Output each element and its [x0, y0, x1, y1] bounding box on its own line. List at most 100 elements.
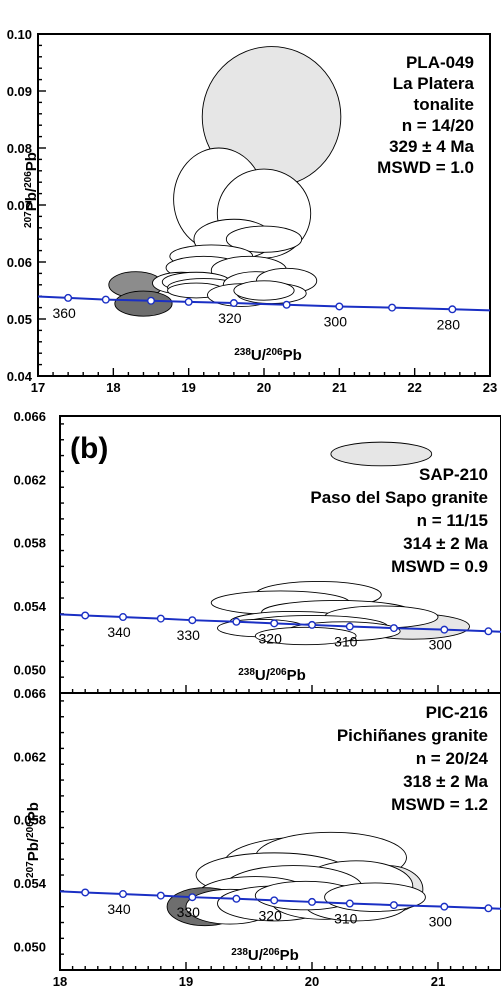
- concordia-age-label: 310: [334, 634, 358, 650]
- concordia-age-marker: [81, 888, 90, 897]
- y-tick-label: 0.08: [7, 141, 32, 156]
- x-axis-title: 238U/206Pb: [234, 347, 302, 365]
- x-tick-label: 20: [257, 380, 271, 395]
- concordia-age-marker: [270, 619, 279, 628]
- concordia-age-marker: [101, 295, 110, 304]
- y-tick-label: 0.062: [13, 749, 46, 764]
- x-tick-label: 19: [179, 974, 193, 989]
- panel-b: 0.066 0.062 0.058 0.054 0.050 340 330 320 310 300…: [13, 409, 501, 694]
- error-ellipse: [254, 626, 357, 646]
- concordia-age-label: 320: [218, 310, 242, 326]
- plot-frame: [59, 692, 501, 971]
- concordia-age-marker: [229, 299, 238, 308]
- x-tick-label: 23: [483, 380, 497, 395]
- sample-annotation-line: La Platera: [393, 74, 475, 93]
- error-ellipse: [233, 280, 295, 301]
- sample-annotation-line: SAP-210: [419, 465, 488, 484]
- sample-annotation-line: Paso del Sapo granite: [310, 488, 488, 507]
- y-tick-label: 0.06: [7, 255, 32, 270]
- y-tick-label: 0.058: [13, 536, 46, 551]
- panel-c: 0.066 0.062 0.058 0.054 0.050 18 19 20 21 340 330 3…: [13, 686, 501, 989]
- sample-annotation-line: MSWD = 1.0: [377, 158, 474, 177]
- concordia-age-marker: [156, 614, 165, 623]
- concordia-age-marker: [345, 622, 354, 631]
- x-axis-title: 238U/206Pb: [231, 947, 299, 965]
- x-tick-label: 17: [31, 380, 45, 395]
- concordia-age-marker: [156, 891, 165, 900]
- x-tick-label: 21: [431, 974, 445, 989]
- concordia-age-marker: [389, 901, 398, 910]
- error-ellipse: [324, 882, 426, 912]
- concordia-age-label: 300: [324, 313, 348, 329]
- panel-letter: (b): [70, 432, 108, 465]
- y-tick-label: 0.054: [13, 876, 46, 891]
- y-tick-label: 0.050: [13, 939, 46, 954]
- y-tick-label: 0.10: [7, 27, 32, 42]
- error-ellipse: [225, 225, 303, 253]
- panel-top: 0.04 0.05 0.06 0.07 0.08 0.09 0.10 17 18 19 20 21 22…: [7, 27, 498, 395]
- concordia-age-marker: [308, 620, 317, 629]
- concordia-age-marker: [282, 300, 291, 309]
- x-tick-label: 20: [305, 974, 319, 989]
- sample-annotation-line: 314 ± 2 Ma: [403, 534, 488, 553]
- y-tick-label: 0.050: [13, 662, 46, 677]
- y-axis-title: 207Pb/206Pb: [23, 152, 41, 228]
- concordia-age-marker: [188, 616, 197, 625]
- x-tick-label: 21: [332, 380, 346, 395]
- concordia-age-marker: [184, 297, 193, 306]
- plot-frame: [59, 415, 501, 694]
- error-ellipse: [114, 290, 173, 317]
- sample-annotation-line: PLA-049: [406, 53, 474, 72]
- y-tick-label: 0.07: [7, 198, 32, 213]
- concordia-age-marker: [232, 894, 241, 903]
- x-tick-label: 19: [181, 380, 195, 395]
- y-tick-label: 0.066: [13, 686, 46, 701]
- concordia-age-marker: [484, 904, 493, 913]
- concordia-age-marker: [440, 902, 449, 911]
- y-tick-label: 0.058: [13, 813, 46, 828]
- concordia-age-marker: [188, 893, 197, 902]
- x-tick-label: 18: [106, 380, 120, 395]
- error-ellipse: [330, 441, 433, 467]
- concordia-age-marker: [484, 627, 493, 636]
- y-tick-label: 0.066: [13, 409, 46, 424]
- concordia-age-marker: [308, 897, 317, 906]
- concordia-age-marker: [81, 611, 90, 620]
- concordia-age-marker: [270, 896, 279, 905]
- concordia-age-marker: [118, 890, 127, 899]
- concordia-age-marker: [64, 293, 73, 302]
- y-tick-label: 0.04: [7, 369, 33, 384]
- concordia-age-marker: [345, 899, 354, 908]
- concordia-age-marker: [388, 303, 397, 312]
- sample-annotation-line: tonalite: [414, 95, 474, 114]
- y-axis-title: 207Pb/206Pb: [25, 802, 43, 878]
- sample-annotation-line: PIC-216: [426, 703, 488, 722]
- sample-annotation-line: 318 ± 2 Ma: [403, 772, 488, 791]
- concordia-age-marker: [448, 305, 457, 314]
- sample-annotation-line: MSWD = 1.2: [391, 795, 488, 814]
- sample-annotation-line: Pichiñanes granite: [337, 726, 488, 745]
- sample-annotation-line: n = 20/24: [416, 749, 489, 768]
- x-tick-label: 18: [53, 974, 67, 989]
- concordia-age-marker: [440, 625, 449, 634]
- concordia-age-label: 330: [177, 904, 201, 920]
- y-tick-label: 0.062: [13, 472, 46, 487]
- x-axis-title: 238U/206Pb: [238, 667, 306, 685]
- concordia-age-label: 310: [334, 911, 358, 927]
- concordia-age-label: 340: [107, 901, 131, 917]
- concordia-age-marker: [146, 296, 155, 305]
- sample-annotation-line: 329 ± 4 Ma: [389, 137, 474, 156]
- y-tick-label: 0.054: [13, 599, 46, 614]
- concordia-age-label: 280: [437, 316, 461, 332]
- concordia-age-label: 300: [429, 914, 453, 930]
- concordia-age-label: 300: [429, 637, 453, 653]
- sample-annotation-line: MSWD = 0.9: [391, 557, 488, 576]
- concordia-age-label: 320: [259, 630, 283, 646]
- y-tick-label: 0.09: [7, 84, 32, 99]
- concordia-age-label: 320: [259, 907, 283, 923]
- sample-annotation-line: n = 14/20: [402, 116, 474, 135]
- concordia-age-marker: [232, 617, 241, 626]
- concordia-age-label: 340: [107, 624, 131, 640]
- y-tick-label: 0.05: [7, 312, 32, 327]
